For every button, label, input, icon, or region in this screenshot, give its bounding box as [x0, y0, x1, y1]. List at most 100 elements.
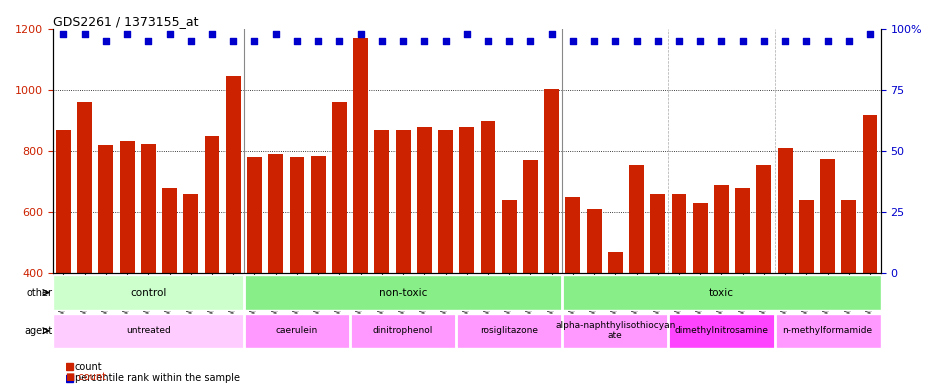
Bar	[502, 200, 516, 384]
Text: GDS2261 / 1373155_at: GDS2261 / 1373155_at	[52, 15, 198, 28]
Point	[98, 38, 113, 45]
Point	[544, 31, 559, 37]
Bar	[331, 103, 346, 384]
Bar	[204, 136, 219, 384]
Point	[331, 38, 346, 45]
Bar	[247, 157, 262, 384]
Point	[120, 31, 135, 37]
Bar	[564, 197, 579, 384]
Point	[692, 38, 707, 45]
Bar	[56, 130, 71, 384]
Point	[204, 31, 219, 37]
Text: control: control	[130, 288, 167, 298]
Point	[162, 31, 177, 37]
Bar	[140, 144, 155, 384]
Bar	[417, 127, 431, 384]
Point	[522, 38, 537, 45]
Bar	[459, 127, 474, 384]
FancyBboxPatch shape	[52, 275, 243, 310]
FancyBboxPatch shape	[562, 314, 667, 348]
Bar	[544, 89, 559, 384]
FancyBboxPatch shape	[52, 314, 243, 348]
Bar	[77, 103, 92, 384]
Bar	[374, 130, 388, 384]
Bar	[735, 188, 750, 384]
Bar	[289, 157, 304, 384]
Point	[268, 31, 283, 37]
Bar	[777, 148, 792, 384]
Bar	[841, 200, 856, 384]
Point	[459, 31, 474, 37]
Text: toxic: toxic	[709, 288, 733, 298]
Bar	[798, 200, 813, 384]
Bar	[713, 185, 728, 384]
Bar	[862, 115, 876, 384]
Bar	[607, 252, 622, 384]
FancyBboxPatch shape	[774, 314, 880, 348]
Bar	[628, 165, 643, 384]
Bar	[66, 375, 73, 382]
Text: dimethylnitrosamine: dimethylnitrosamine	[674, 326, 768, 335]
Text: count: count	[75, 362, 102, 372]
Point	[777, 38, 792, 45]
Point	[735, 38, 750, 45]
Bar	[226, 76, 241, 384]
Bar	[353, 38, 368, 384]
Bar	[162, 188, 177, 384]
Text: n-methylformamide: n-methylformamide	[782, 326, 871, 335]
Point	[311, 38, 326, 45]
Point	[564, 38, 579, 45]
Point	[437, 38, 452, 45]
Bar	[650, 194, 665, 384]
FancyBboxPatch shape	[243, 314, 350, 348]
Bar	[522, 161, 537, 384]
Point	[819, 38, 834, 45]
Bar	[586, 209, 601, 384]
Text: untreated: untreated	[125, 326, 170, 335]
Bar	[66, 363, 73, 370]
Point	[841, 38, 856, 45]
FancyBboxPatch shape	[667, 314, 774, 348]
Point	[650, 38, 665, 45]
Text: other: other	[27, 288, 52, 298]
FancyBboxPatch shape	[562, 275, 880, 310]
Point	[417, 38, 431, 45]
Text: dinitrophenol: dinitrophenol	[373, 326, 432, 335]
Point	[713, 38, 728, 45]
Bar	[438, 130, 452, 384]
Bar	[268, 154, 283, 384]
Point	[140, 38, 155, 45]
Point	[607, 38, 622, 45]
Bar	[120, 141, 135, 384]
FancyBboxPatch shape	[350, 314, 456, 348]
Bar	[395, 130, 410, 384]
Text: rosiglitazone: rosiglitazone	[479, 326, 537, 335]
Bar	[671, 194, 686, 384]
Point	[395, 38, 410, 45]
Text: alpha-naphthylisothiocyan
ate: alpha-naphthylisothiocyan ate	[554, 321, 675, 340]
Point	[671, 38, 686, 45]
Text: non-toxic: non-toxic	[378, 288, 427, 298]
Point	[480, 38, 495, 45]
Point	[862, 31, 877, 37]
Point	[56, 31, 71, 37]
Point	[226, 38, 241, 45]
Point	[353, 31, 368, 37]
Point	[289, 38, 304, 45]
Bar	[692, 203, 707, 384]
Text: percentile rank within the sample: percentile rank within the sample	[75, 373, 240, 383]
Point	[628, 38, 643, 45]
Bar	[311, 156, 325, 384]
Bar	[755, 165, 770, 384]
Point	[586, 38, 601, 45]
Bar	[480, 121, 495, 384]
Bar	[819, 159, 834, 384]
Bar	[98, 145, 113, 384]
Point	[798, 38, 813, 45]
FancyBboxPatch shape	[456, 314, 562, 348]
Text: agent: agent	[24, 326, 52, 336]
Point	[374, 38, 389, 45]
Point	[183, 38, 198, 45]
FancyBboxPatch shape	[243, 275, 562, 310]
Text: ■ count: ■ count	[66, 372, 106, 382]
